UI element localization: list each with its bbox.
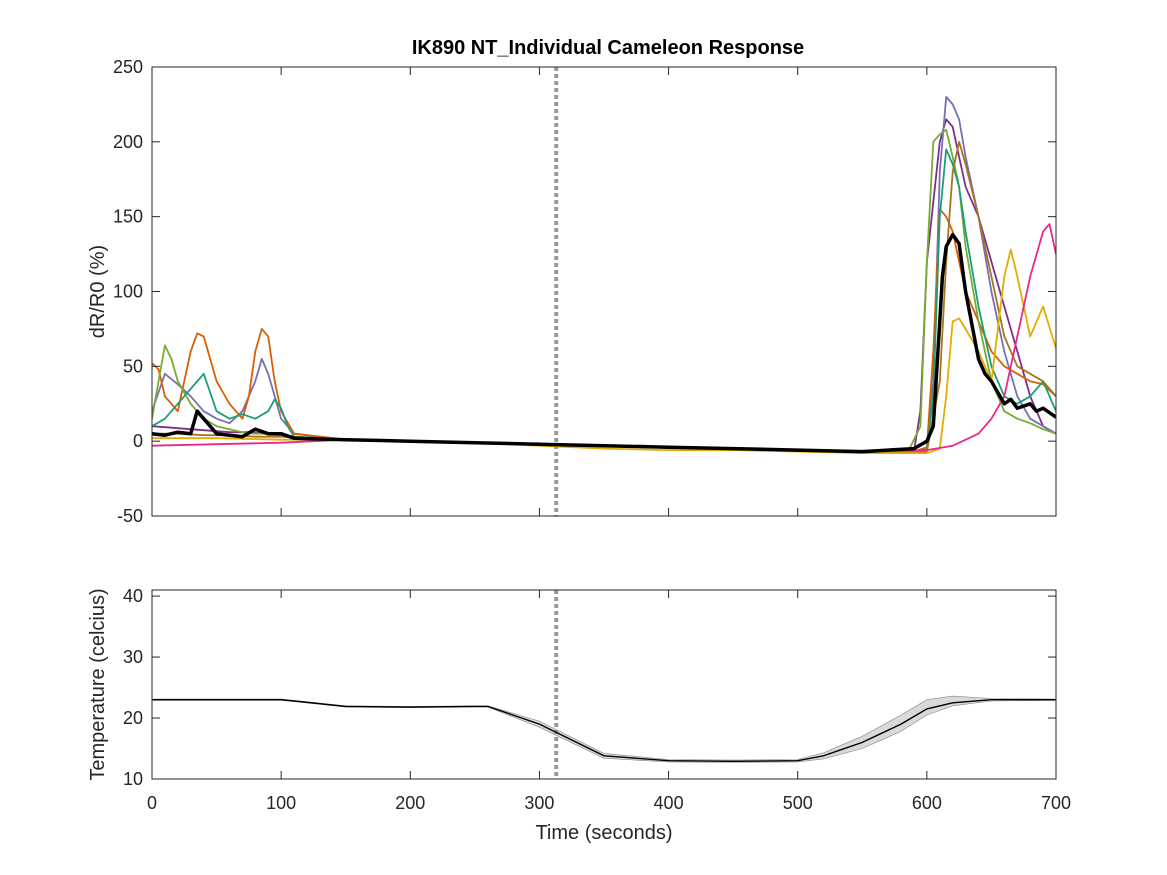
x-tick-label: 100 [266, 793, 296, 813]
x-tick-label: 200 [395, 793, 425, 813]
x-tick-label: 300 [524, 793, 554, 813]
y-tick-label: 20 [123, 708, 143, 728]
y-tick-label: 100 [113, 282, 143, 302]
x-tick-label: 400 [654, 793, 684, 813]
x-tick-label: 600 [912, 793, 942, 813]
y-tick-label: 10 [123, 769, 143, 789]
x-tick-label: 500 [783, 793, 813, 813]
mean-response-line [152, 232, 1056, 454]
y-tick-label: 150 [113, 207, 143, 227]
y-tick-label: -50 [117, 506, 143, 526]
axes-box [151, 589, 1057, 780]
y-axis-label: dR/R0 (%) [87, 245, 109, 338]
y-tick-label: 30 [123, 647, 143, 667]
x-tick-label: 0 [147, 793, 157, 813]
y-tick-label: 0 [133, 431, 143, 451]
temperature-mean-line [152, 699, 1056, 763]
response-panel: -50 0 50 100 150 200 250 IK890 NT_Individual Ca… [87, 37, 1057, 526]
plot-area [152, 590, 1056, 779]
chart-title: IK890 NT_Individual Cameleon Response [412, 37, 804, 59]
y-tick-label: 40 [123, 586, 143, 606]
x-tick-label: 700 [1041, 793, 1071, 813]
y-axis-label: Temperature (celcius) [87, 588, 109, 780]
y-tick-label: 200 [113, 132, 143, 152]
y-tick-label: 50 [123, 356, 143, 376]
plot-area [152, 67, 1056, 516]
temperature-panel: 0 100 200 300 400 500 600 700 10 20 30 40 Temperatur… [87, 586, 1071, 844]
x-axis-label: Time (seconds) [535, 822, 672, 844]
y-tick-label: 250 [113, 57, 143, 77]
